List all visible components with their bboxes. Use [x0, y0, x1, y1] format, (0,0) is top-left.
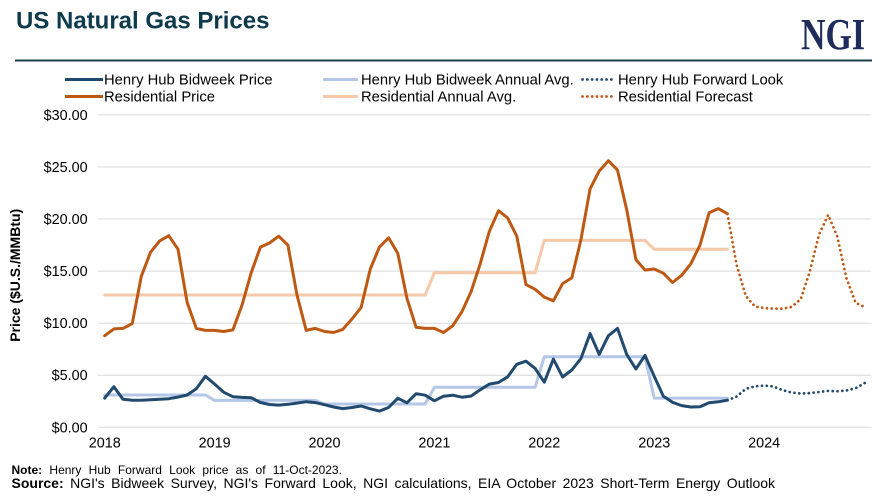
svg-text:$5.00: $5.00 — [52, 368, 88, 384]
svg-text:Note: Henry Hub Forward Look p: Note: Henry Hub Forward Look price as of… — [12, 463, 342, 477]
svg-text:$0.00: $0.00 — [52, 420, 88, 436]
svg-text:2024: 2024 — [748, 436, 780, 452]
svg-text:Residential Forecast: Residential Forecast — [618, 90, 753, 106]
svg-text:2022: 2022 — [528, 436, 560, 452]
svg-text:Henry Hub Bidweek Price: Henry Hub Bidweek Price — [104, 73, 273, 89]
svg-text:Henry Hub Bidweek Annual Avg.: Henry Hub Bidweek Annual Avg. — [361, 73, 574, 89]
svg-text:$15.00: $15.00 — [44, 264, 88, 280]
svg-text:$30.00: $30.00 — [44, 108, 88, 124]
svg-text:NGI: NGI — [801, 10, 865, 59]
svg-text:Source: NGI's Bidweek Survey,: Source: NGI's Bidweek Survey, NGI's Forw… — [12, 475, 777, 491]
svg-text:2018: 2018 — [89, 436, 121, 452]
svg-text:2020: 2020 — [308, 436, 340, 452]
svg-text:Price ($U.S./MMBtu): Price ($U.S./MMBtu) — [7, 209, 23, 342]
svg-text:2021: 2021 — [418, 436, 450, 452]
svg-text:2019: 2019 — [199, 436, 231, 452]
svg-text:Residential Annual Avg.: Residential Annual Avg. — [361, 90, 516, 106]
svg-text:$25.00: $25.00 — [44, 160, 88, 176]
svg-text:$10.00: $10.00 — [44, 316, 88, 332]
svg-text:2023: 2023 — [638, 436, 670, 452]
svg-text:US Natural Gas Prices: US Natural Gas Prices — [16, 8, 269, 35]
svg-text:Henry Hub Forward Look: Henry Hub Forward Look — [618, 73, 784, 89]
svg-text:$20.00: $20.00 — [44, 212, 88, 228]
svg-text:Residential Price: Residential Price — [104, 90, 215, 106]
